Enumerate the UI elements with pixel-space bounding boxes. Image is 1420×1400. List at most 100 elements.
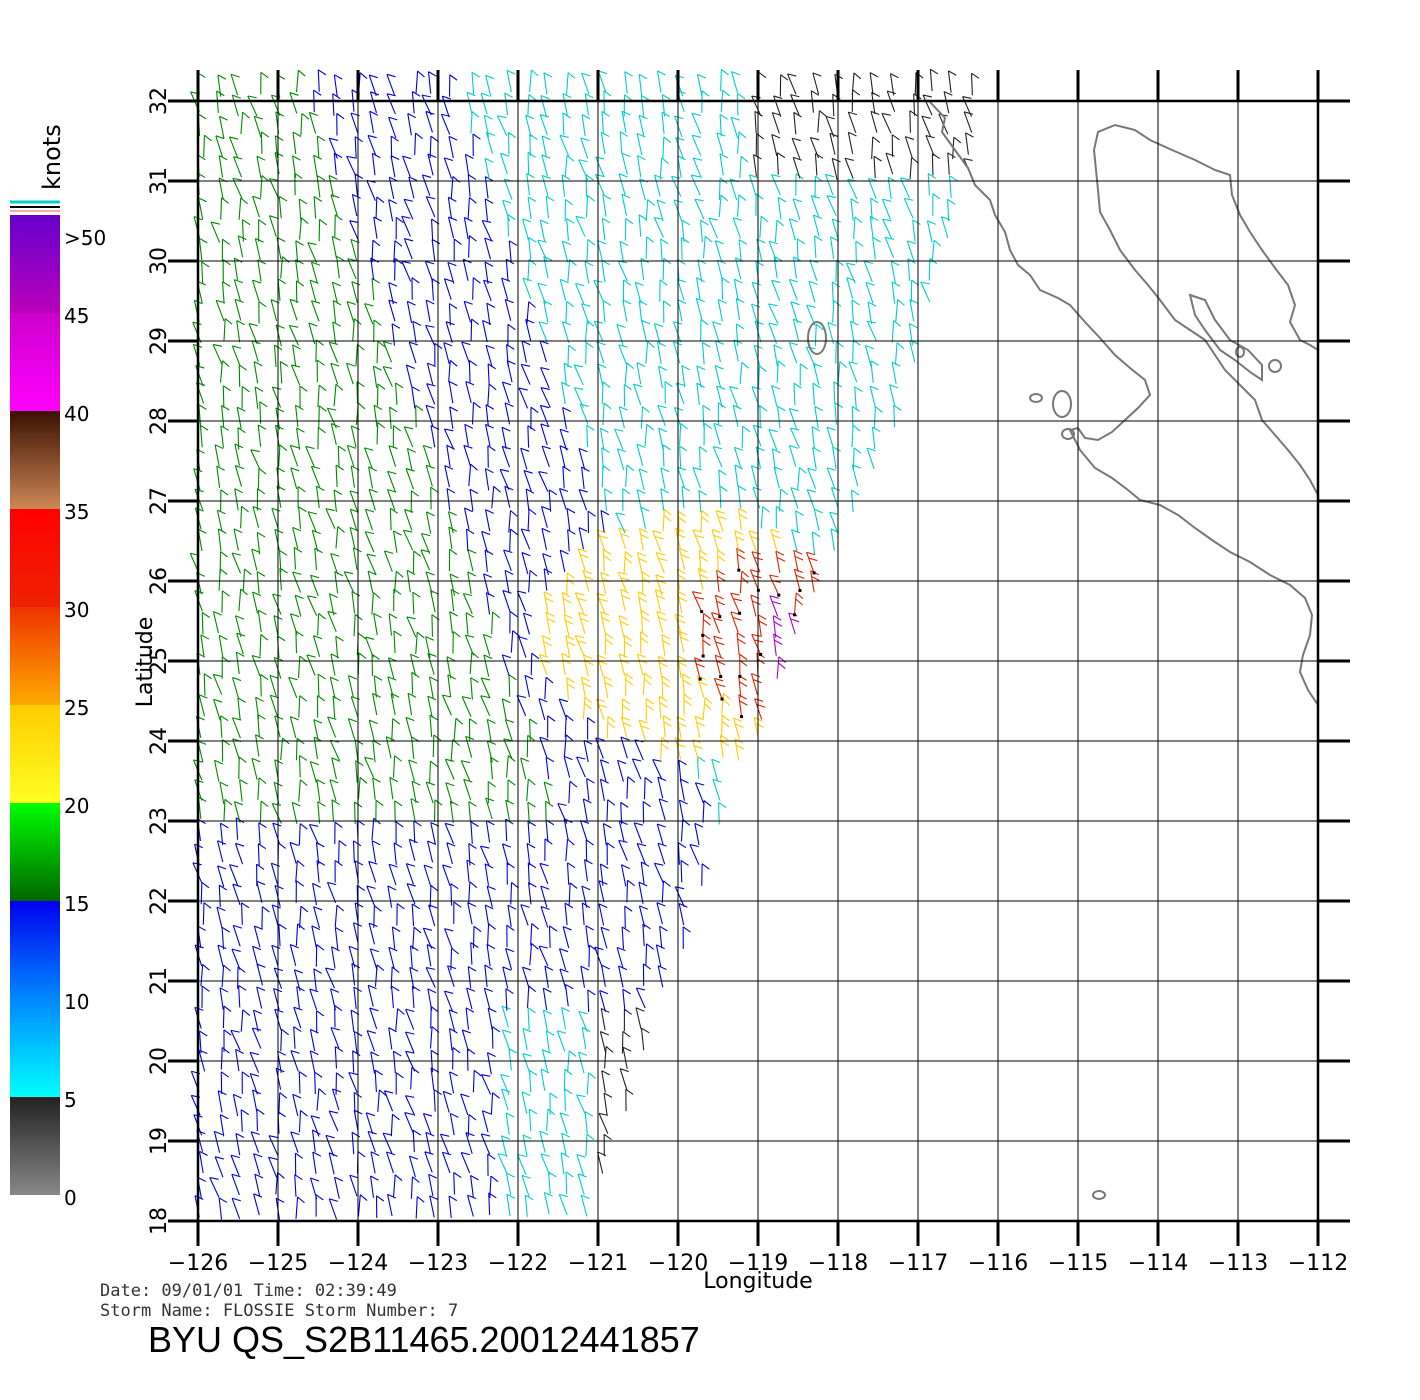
wind-barb — [751, 386, 761, 408]
wind-barb — [602, 548, 612, 572]
wind-barb — [696, 756, 706, 779]
lon-tick-label: −114 — [1128, 1251, 1188, 1276]
wind-barb — [620, 864, 630, 887]
wind-barb — [623, 94, 633, 117]
wind-barb — [443, 278, 454, 300]
wind-barb — [278, 1092, 288, 1115]
wind-barb — [194, 507, 205, 530]
wind-barb — [487, 445, 496, 468]
wind-barb — [721, 692, 731, 716]
wind-barb — [298, 198, 308, 222]
wind-barb — [468, 463, 478, 487]
wind-barb — [221, 964, 231, 988]
legend-tick-label: 30 — [64, 598, 89, 622]
wind-barb — [449, 573, 459, 596]
wind-barb — [313, 719, 323, 742]
wind-barb — [334, 571, 343, 594]
wind-barb — [369, 91, 380, 114]
wind-barb — [681, 219, 690, 243]
wind-barb — [642, 923, 651, 946]
wind-barb — [466, 859, 475, 883]
wind-barb — [560, 1152, 570, 1175]
wind-barb — [541, 506, 551, 528]
wind-barb — [788, 278, 799, 301]
wind-barb — [776, 152, 786, 175]
wind-barb — [252, 591, 262, 614]
legend-band — [10, 607, 60, 705]
wind-barb — [771, 385, 781, 408]
wind-barb — [463, 444, 473, 467]
wind-barb — [641, 319, 651, 343]
wind-barb — [580, 1194, 590, 1217]
wind-barb — [674, 406, 684, 429]
wind-barb — [564, 1088, 573, 1111]
wind-barb — [260, 175, 270, 198]
wind-barb — [622, 488, 631, 511]
wind-barb — [771, 112, 782, 134]
wind-barb — [298, 1109, 308, 1133]
wind-barb — [431, 238, 441, 262]
wind-barb — [678, 759, 687, 783]
wind-barb — [561, 1132, 571, 1155]
legend-unit-label: knots — [38, 124, 66, 190]
wind-barb — [912, 219, 921, 242]
wind-barb — [231, 1197, 241, 1220]
wind-barb — [387, 885, 397, 908]
wind-barb — [467, 966, 477, 989]
wind-barb — [480, 845, 490, 867]
wind-barb — [642, 672, 652, 695]
wind-barb — [636, 155, 646, 178]
wind-barb — [327, 716, 337, 738]
wind-barb — [217, 944, 227, 967]
wind-barb — [219, 1114, 229, 1137]
wind-barb — [257, 259, 266, 282]
wind-barb — [449, 406, 458, 429]
wind-barb — [501, 1029, 512, 1051]
wind-barb — [462, 258, 472, 281]
wind-barb — [486, 302, 496, 326]
wind-barb — [393, 530, 402, 553]
wind-barb — [388, 613, 398, 636]
wind-barb — [501, 381, 512, 404]
wind-barb — [300, 113, 310, 136]
wind-barb — [357, 1194, 368, 1217]
wind-barb — [357, 652, 367, 675]
wind-barb — [739, 155, 749, 179]
wind-barb — [240, 505, 249, 529]
wind-barb — [540, 387, 551, 408]
wind-barb — [527, 151, 536, 175]
wind-barb — [449, 611, 458, 634]
wind-barb — [852, 447, 862, 470]
wind-barb — [507, 904, 517, 927]
legend-tick-label: 10 — [64, 990, 89, 1014]
wind-barb — [292, 155, 301, 178]
wind-barb — [368, 719, 378, 742]
wind-barb — [429, 714, 438, 738]
wind-barb — [289, 943, 299, 966]
wind-barb — [755, 133, 765, 156]
wind-barb — [483, 654, 493, 677]
wind-barb — [757, 365, 767, 388]
wind-barb — [736, 547, 746, 572]
wind-barb — [317, 384, 327, 408]
wind-barb — [691, 739, 703, 761]
wind-barb — [674, 527, 686, 550]
wind-barb — [376, 340, 386, 364]
wind-barb — [405, 716, 415, 739]
wind-barb — [538, 471, 549, 492]
lat-lon-grid — [168, 70, 1350, 1246]
wind-barb — [464, 153, 474, 177]
wind-barb — [310, 1115, 320, 1137]
wind-barb — [427, 988, 437, 1011]
wind-barb — [219, 987, 229, 1010]
wind-barb — [810, 195, 821, 217]
wind-barb — [486, 718, 496, 742]
wind-barb — [216, 906, 226, 929]
wind-barb — [505, 755, 516, 778]
wind-barb — [278, 444, 288, 467]
wind-barb — [233, 801, 244, 823]
wind-barb — [789, 427, 800, 449]
wind-barb — [404, 1112, 414, 1134]
wind-barb — [346, 155, 357, 177]
wind-barb — [621, 1030, 631, 1054]
